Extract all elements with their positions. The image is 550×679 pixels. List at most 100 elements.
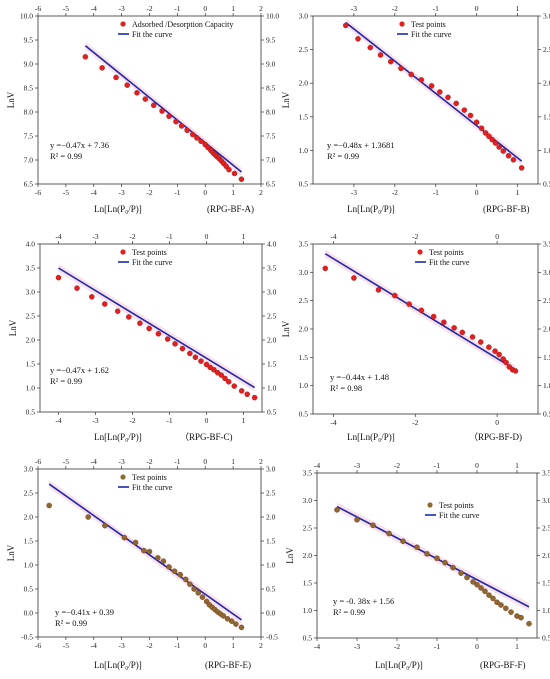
plot-frame (39, 243, 263, 413)
data-point (121, 534, 128, 541)
data-point (226, 166, 232, 173)
data-point (377, 52, 384, 58)
y-tick-label: 1.0 (26, 384, 36, 393)
y-right-tick-label: 10.0 (266, 12, 279, 21)
y-tick-label: 1.5 (24, 537, 34, 546)
y-tick-label: 10.0 (20, 12, 33, 21)
x-tick-label: -5 (63, 641, 69, 650)
x-top-tick-label: 2 (259, 457, 263, 466)
x-top-tick-label: -6 (35, 457, 41, 466)
y-right-tick-label: 8.5 (266, 84, 276, 93)
legend-entry-points: Test points (132, 248, 167, 257)
y-tick-label: 1.0 (299, 381, 309, 390)
y-right-tick-label: 2.0 (267, 336, 277, 345)
x-tick-label: -4 (55, 416, 61, 425)
legend-marker (417, 249, 423, 255)
fit-equation: y = -0. 38x + 1.56 (333, 596, 394, 606)
y-tick-label: 2.5 (299, 45, 309, 54)
y-tick-label: 3.0 (24, 465, 34, 474)
data-point (134, 90, 140, 96)
data-point (408, 71, 414, 78)
y-right-tick-label: 1.0 (266, 561, 276, 570)
x-tick-label: -3 (351, 188, 357, 197)
data-point (225, 379, 232, 385)
x-tick-label: -2 (394, 642, 400, 651)
fit-r-squared: R² = 0.99 (50, 376, 82, 386)
data-point (244, 391, 250, 397)
fit-r-squared: R² = 0.98 (330, 383, 362, 393)
x-tick-label: -1 (434, 642, 440, 651)
fit-line (58, 267, 256, 389)
x-top-tick-label: 2 (259, 4, 263, 13)
y-tick-label: 2.0 (303, 551, 313, 560)
data-point (428, 83, 435, 89)
data-point (518, 614, 524, 621)
data-point (164, 336, 171, 342)
y-right-tick-label: 1.5 (267, 360, 277, 369)
data-point (231, 383, 237, 389)
x-tick-label: -3 (119, 641, 125, 650)
x-top-tick-label: 1 (516, 4, 520, 13)
x-axis-label: Ln[Ln(P₀/P)] (347, 432, 395, 442)
x-top-tick-label: -1 (434, 461, 440, 470)
y-right-tick-label: 1.0 (543, 146, 550, 155)
y-tick-label: 6.5 (24, 180, 34, 189)
y-right-tick-label: 1.0 (267, 384, 277, 393)
data-point (453, 100, 459, 107)
data-point (387, 58, 394, 65)
y-tick-label: 2.5 (26, 312, 36, 321)
data-point (179, 345, 186, 352)
y-tick-label: 0.5 (299, 180, 309, 189)
x-tick-label: 1 (515, 642, 519, 651)
data-point (184, 127, 190, 133)
x-top-tick-label: -4 (55, 232, 61, 241)
data-point (492, 348, 498, 354)
x-tick-label: 0 (495, 418, 499, 427)
data-point (203, 361, 210, 368)
x-tick-label: -6 (35, 188, 41, 197)
data-point (198, 138, 204, 145)
data-point (155, 555, 161, 561)
y-tick-label: 3.0 (299, 268, 309, 277)
x-top-tick-label: 0 (475, 4, 479, 13)
data-point (496, 351, 502, 358)
data-point (400, 538, 406, 544)
x-tick-label: -2 (146, 641, 152, 650)
data-point (486, 344, 492, 350)
data-point (238, 624, 245, 631)
data-point (46, 502, 52, 509)
y-tick-label: 4.0 (26, 240, 36, 249)
y-tick-label: 1.0 (299, 146, 309, 155)
legend-marker (399, 21, 405, 27)
x-tick-label: 0 (205, 416, 209, 425)
x-tick-label: -3 (119, 188, 125, 197)
y-tick-label: 3.0 (26, 288, 36, 297)
y-tick-label: 2.0 (299, 79, 309, 88)
y-tick-label: 8.0 (24, 108, 34, 117)
data-point (82, 54, 89, 60)
x-top-tick-label: -1 (174, 457, 180, 466)
data-point (470, 579, 476, 585)
x-top-tick-label: -4 (330, 232, 336, 241)
legend-marker (120, 474, 126, 480)
data-point (406, 301, 412, 307)
y-right-tick-label: 3.5 (267, 264, 277, 273)
data-point (418, 307, 425, 314)
data-point (238, 388, 245, 394)
data-point (102, 301, 108, 307)
x-tick-label: -5 (63, 188, 69, 197)
x-tick-label: 1 (242, 416, 246, 425)
data-point (155, 331, 162, 337)
x-top-tick-label: -6 (35, 4, 41, 13)
data-point (492, 140, 499, 146)
data-point (505, 153, 512, 159)
y-tick-label: 7.0 (24, 156, 34, 165)
y-right-tick-label: 0.5 (543, 180, 550, 189)
y-tick-label: 1.0 (303, 606, 313, 615)
y-right-tick-label: 2.5 (543, 45, 550, 54)
data-point (114, 308, 121, 314)
data-point (160, 558, 167, 564)
x-axis-label: Ln[Ln(P₀/P)] (375, 660, 423, 670)
x-tick-label: -6 (35, 641, 41, 650)
